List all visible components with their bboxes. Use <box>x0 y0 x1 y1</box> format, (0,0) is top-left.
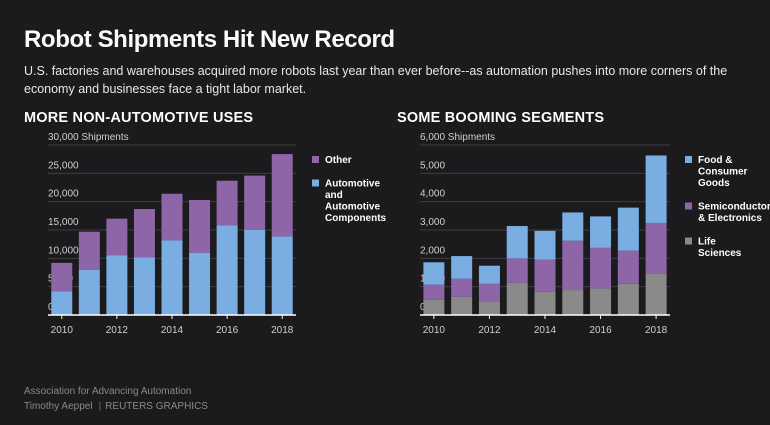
bar-food-consumer-goods-2012 <box>478 265 500 284</box>
x-tick-label: 2014 <box>161 325 184 336</box>
y-tick-label: 15,000 <box>48 217 79 228</box>
bar-life-sciences-2013 <box>506 282 528 315</box>
y-tick-label: 0 <box>48 302 54 313</box>
bar-life-sciences-2018 <box>645 273 667 315</box>
bar-food-consumer-goods-2011 <box>451 256 473 279</box>
source-org: Association for Advancing Automation <box>24 386 192 397</box>
bar-food-consumer-goods-2018 <box>645 155 667 223</box>
y-tick-label: 2,000 <box>420 245 445 256</box>
bar-food-consumer-goods-2017 <box>617 207 639 251</box>
x-tick-label: 2012 <box>478 325 501 336</box>
legend-label: Semiconductor <box>698 202 770 213</box>
bar-life-sciences-2017 <box>617 283 639 315</box>
bar-other-2015 <box>189 199 211 253</box>
y-tick-label: 5,000 <box>420 160 445 171</box>
bar-food-consumer-goods-2010 <box>423 262 445 285</box>
legend-label: and <box>325 190 343 201</box>
bar-life-sciences-2011 <box>451 296 473 315</box>
x-tick-label: 2016 <box>216 325 239 336</box>
legend-label: Automotive <box>325 179 380 190</box>
bar-semiconductor-electronics-2010 <box>423 284 445 300</box>
x-tick-label: 2018 <box>645 325 668 336</box>
source-separator: | <box>98 401 102 412</box>
bar-other-2017 <box>244 175 266 230</box>
y-tick-label: 0 <box>420 302 426 313</box>
bar-life-sciences-2014 <box>534 291 556 315</box>
y-tick-label: 10,000 <box>48 245 79 256</box>
source-author: Timothy Aeppel <box>24 401 93 412</box>
bar-automotive-and-automotive-components-2011 <box>78 269 100 315</box>
y-tick-label: 4,000 <box>420 189 445 200</box>
legend-swatch <box>685 237 692 245</box>
bar-automotive-and-automotive-components-2018 <box>271 236 293 315</box>
bar-food-consumer-goods-2013 <box>506 226 528 259</box>
y-tick-label: 3,000 <box>420 217 445 228</box>
bar-semiconductor-electronics-2011 <box>451 278 473 297</box>
chart-1-title: MORE NON-AUTOMOTIVE USES <box>24 110 254 126</box>
legend-swatch <box>685 202 692 210</box>
legend-label: Automotive <box>325 202 380 213</box>
page-subtitle: U.S. factories and warehouses acquired m… <box>24 64 728 96</box>
x-tick-label: 2010 <box>51 325 74 336</box>
legend-swatch <box>312 179 319 187</box>
bar-life-sciences-2016 <box>590 288 612 315</box>
y-tick-label: 6,000 Shipments <box>420 132 495 143</box>
x-tick-label: 2014 <box>534 325 557 336</box>
bar-automotive-and-automotive-components-2013 <box>133 257 155 315</box>
bar-life-sciences-2012 <box>478 301 500 315</box>
bar-food-consumer-goods-2014 <box>534 230 556 260</box>
bar-other-2014 <box>161 193 183 241</box>
bar-automotive-and-automotive-components-2017 <box>244 230 266 315</box>
legend-label: Life <box>698 237 716 248</box>
bar-semiconductor-electronics-2018 <box>645 222 667 274</box>
bar-other-2016 <box>216 180 238 226</box>
bar-automotive-and-automotive-components-2014 <box>161 240 183 315</box>
bar-life-sciences-2015 <box>562 290 584 315</box>
x-tick-label: 2016 <box>589 325 612 336</box>
legend-swatch <box>685 156 692 163</box>
bar-automotive-and-automotive-components-2010 <box>51 291 73 315</box>
y-tick-label: 30,000 Shipments <box>48 132 129 143</box>
bar-life-sciences-2010 <box>423 299 445 315</box>
bar-semiconductor-electronics-2014 <box>534 259 556 292</box>
legend-label: & Electronics <box>698 213 762 224</box>
legend-label: Consumer <box>698 167 748 178</box>
x-tick-label: 2018 <box>271 325 294 336</box>
bar-food-consumer-goods-2015 <box>562 212 584 241</box>
legend-label: Other <box>325 155 352 166</box>
legend-label: Food & <box>698 155 732 166</box>
bar-other-2013 <box>133 209 155 258</box>
bar-automotive-and-automotive-components-2016 <box>216 225 238 315</box>
source-credit: Timothy Aeppel | REUTERS GRAPHICS <box>24 401 208 412</box>
bar-food-consumer-goods-2016 <box>590 216 612 248</box>
bar-semiconductor-electronics-2012 <box>478 283 500 302</box>
bar-semiconductor-electronics-2013 <box>506 258 528 283</box>
bar-other-2018 <box>271 154 293 237</box>
y-tick-label: 25,000 <box>48 160 79 171</box>
page-title: Robot Shipments Hit New Record <box>24 26 395 53</box>
bar-semiconductor-electronics-2016 <box>590 247 612 289</box>
x-tick-label: 2010 <box>423 325 446 336</box>
legend-label: Components <box>325 213 387 224</box>
legend-swatch <box>312 156 319 163</box>
bar-automotive-and-automotive-components-2015 <box>189 252 211 315</box>
bar-other-2010 <box>51 262 73 292</box>
x-tick-label: 2012 <box>106 325 129 336</box>
chart-2-title: SOME BOOMING SEGMENTS <box>397 110 605 126</box>
legend-label: Sciences <box>698 248 742 259</box>
bar-semiconductor-electronics-2015 <box>562 240 584 291</box>
bar-automotive-and-automotive-components-2012 <box>106 255 128 315</box>
bar-other-2011 <box>78 231 100 270</box>
source-publisher: REUTERS GRAPHICS <box>105 401 208 412</box>
bar-other-2012 <box>106 218 128 256</box>
y-tick-label: 20,000 <box>48 189 79 200</box>
legend-label: Goods <box>698 178 730 189</box>
bar-semiconductor-electronics-2017 <box>617 250 639 284</box>
